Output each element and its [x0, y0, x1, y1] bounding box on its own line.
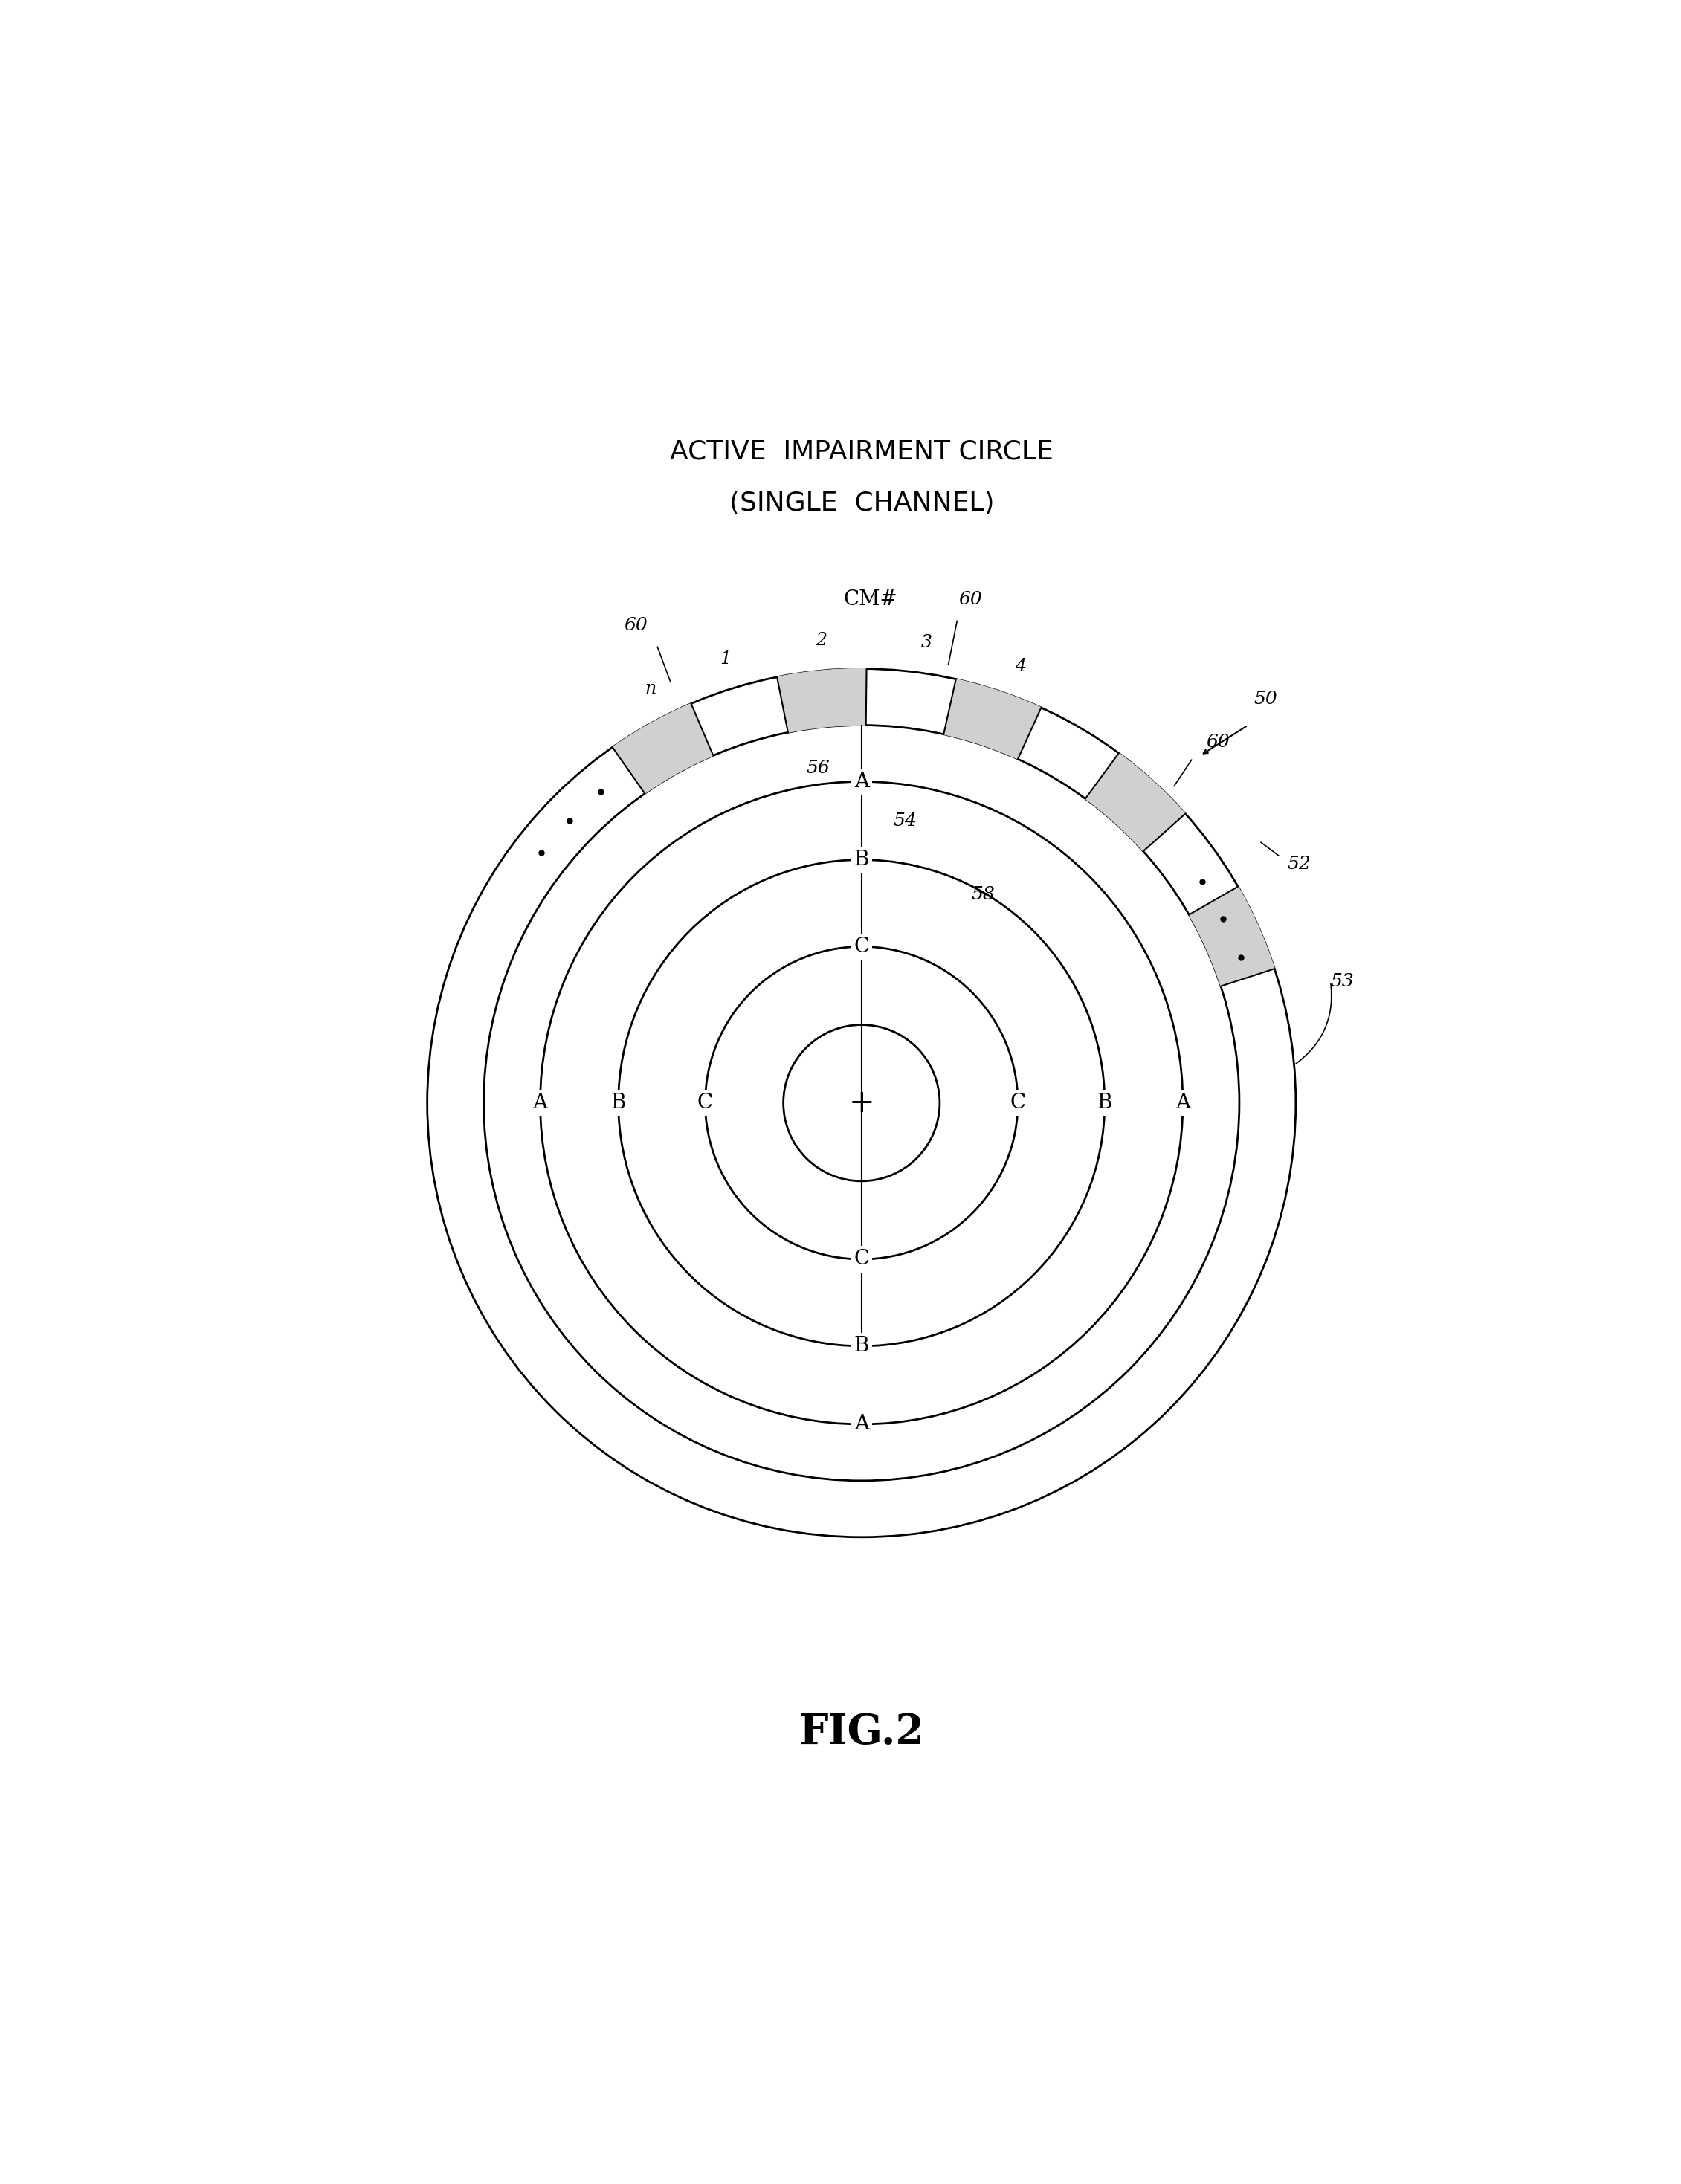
- Text: A: A: [533, 1092, 548, 1114]
- Polygon shape: [777, 668, 867, 732]
- Text: A: A: [854, 771, 869, 791]
- Text: CM#: CM#: [844, 590, 898, 609]
- Text: 4: 4: [1015, 657, 1025, 675]
- Text: n: n: [646, 681, 656, 697]
- Text: B: B: [1098, 1092, 1113, 1114]
- Text: ACTIVE  IMPAIRMENT CIRCLE: ACTIVE IMPAIRMENT CIRCLE: [669, 439, 1054, 463]
- Text: 60: 60: [624, 616, 647, 633]
- Polygon shape: [1086, 753, 1185, 852]
- Text: A: A: [1175, 1092, 1190, 1114]
- Polygon shape: [1188, 887, 1274, 987]
- Text: 58: 58: [972, 887, 995, 902]
- Text: 60: 60: [958, 590, 982, 607]
- Text: 2: 2: [815, 631, 827, 649]
- Text: FIG.2: FIG.2: [798, 1712, 925, 1754]
- Polygon shape: [612, 703, 713, 793]
- Text: 52: 52: [1288, 856, 1311, 874]
- Text: B: B: [610, 1092, 625, 1114]
- Text: 56: 56: [807, 760, 830, 778]
- Text: 60: 60: [1205, 734, 1229, 751]
- Polygon shape: [943, 679, 1041, 760]
- Text: C: C: [854, 1249, 869, 1269]
- Text: B: B: [854, 1337, 869, 1356]
- Text: 54: 54: [893, 812, 916, 830]
- Text: A: A: [854, 1415, 869, 1435]
- Text: +: +: [849, 1088, 874, 1118]
- Text: 3: 3: [921, 633, 931, 651]
- Text: (SINGLE  CHANNEL): (SINGLE CHANNEL): [730, 491, 993, 515]
- Text: 50: 50: [1254, 690, 1278, 708]
- Text: C: C: [698, 1092, 713, 1114]
- Text: 1: 1: [719, 651, 731, 666]
- Text: 53: 53: [1331, 972, 1355, 989]
- Text: C: C: [854, 937, 869, 957]
- Text: C: C: [1010, 1092, 1025, 1114]
- Text: B: B: [854, 850, 869, 869]
